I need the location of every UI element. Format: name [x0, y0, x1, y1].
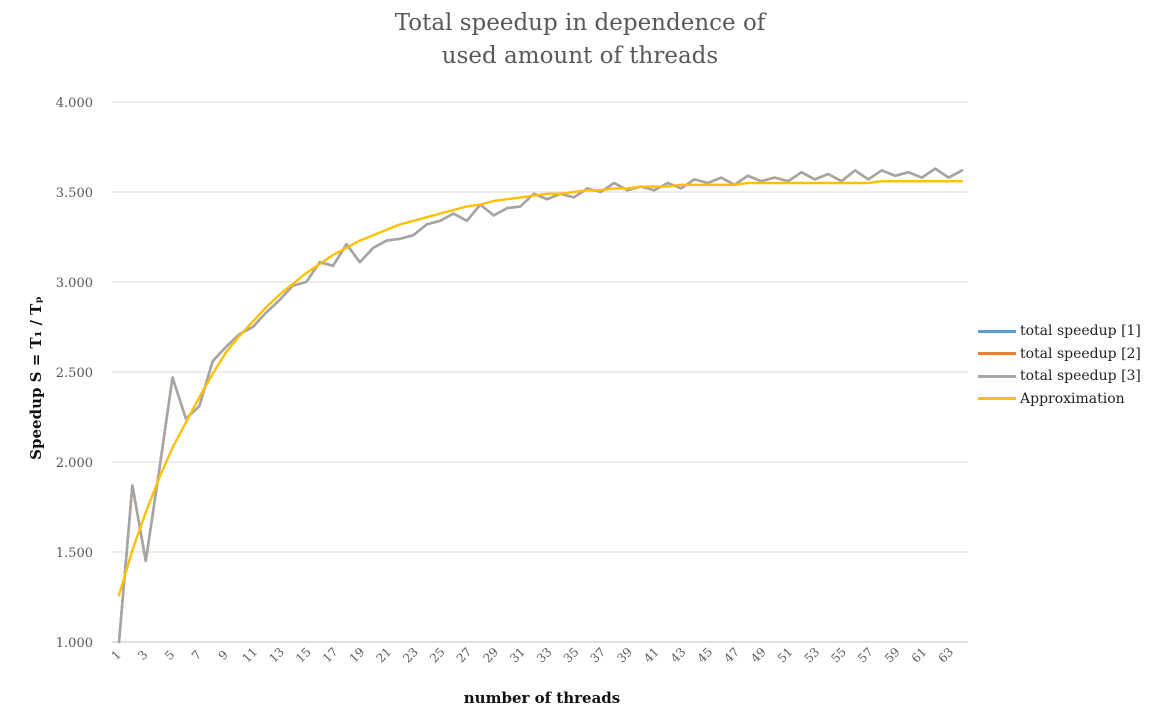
x-tick-label: 27	[454, 645, 475, 666]
legend-swatch-4	[978, 397, 1016, 401]
legend-item-3: total speedup [3]	[978, 365, 1141, 388]
y-tick-label: 1.500	[56, 546, 93, 561]
x-tick-label: 7	[189, 648, 204, 663]
x-tick-label: 53	[802, 645, 823, 666]
x-tick-label: 41	[641, 645, 662, 666]
x-tick-label: 49	[748, 645, 769, 666]
x-tick-label: 29	[480, 645, 501, 666]
legend-item-1: total speedup [1]	[978, 320, 1141, 343]
x-tick-label: 47	[721, 645, 742, 666]
x-tick-label: 15	[293, 645, 314, 666]
x-tick-label: 17	[320, 645, 341, 666]
x-tick-label: 51	[775, 645, 796, 666]
series-line-1	[117, 167, 964, 644]
chart-title-line-2: used amount of threads	[441, 43, 719, 69]
x-tick-label: 37	[588, 645, 609, 666]
x-tick-label: 39	[614, 645, 635, 666]
x-tick-label: 63	[935, 645, 956, 666]
x-tick-label: 43	[668, 645, 689, 666]
x-tick-label: 13	[266, 645, 287, 666]
y-axis-ticks: 1.000 1.500 2.000 2.500 3.000 3.500 4.000	[56, 96, 93, 651]
x-tick-label: 11	[240, 645, 261, 666]
legend: total speedup [1] total speedup [2] tota…	[978, 320, 1141, 410]
y-axis-label: Speedup S = T₁ / Tₚ	[27, 296, 45, 460]
series-line-2	[117, 167, 964, 644]
legend-label-1: total speedup [1]	[1020, 323, 1141, 340]
x-tick-label: 23	[400, 645, 421, 666]
x-tick-label: 3	[135, 648, 150, 663]
y-tick-label: 2.000	[56, 456, 93, 471]
legend-swatch-2	[978, 352, 1016, 356]
x-tick-label: 21	[373, 645, 394, 666]
x-tick-label: 33	[534, 645, 555, 666]
legend-label-4: Approximation	[1020, 390, 1125, 407]
x-tick-label: 45	[695, 645, 716, 666]
y-tick-label: 2.500	[56, 366, 93, 381]
x-tick-label: 55	[828, 645, 849, 666]
x-tick-label: 57	[855, 645, 876, 666]
legend-item-4: Approximation	[978, 388, 1141, 411]
x-tick-label: 31	[507, 645, 528, 666]
x-axis-ticks: 1 3 5 7 9 11 13 15 17 19 21 23 25 27 29 31 33 35 37 39 41 43 4…	[109, 645, 957, 666]
series-lines	[117, 167, 964, 644]
x-tick-label: 1	[109, 648, 124, 663]
legend-swatch-1	[978, 329, 1016, 333]
x-axis-label: number of threads	[463, 689, 621, 707]
y-tick-label: 4.000	[56, 96, 93, 111]
legend-label-3: total speedup [3]	[1020, 368, 1141, 385]
series-line-4	[117, 179, 964, 597]
y-tick-label: 3.000	[56, 276, 93, 291]
x-tick-label: 61	[909, 645, 930, 666]
x-tick-label: 25	[427, 645, 448, 666]
legend-item-2: total speedup [2]	[978, 343, 1141, 366]
x-tick-label: 9	[216, 648, 231, 663]
x-tick-label: 59	[882, 645, 903, 666]
y-tick-label: 1.000	[56, 636, 93, 651]
x-tick-label: 5	[162, 648, 177, 663]
gridlines	[112, 101, 968, 643]
y-tick-label: 3.500	[56, 186, 93, 201]
x-tick-label: 19	[347, 645, 368, 666]
series-line-3	[117, 167, 964, 644]
chart-title-line-1: Total speedup in dependence of	[394, 10, 766, 36]
legend-swatch-3	[978, 374, 1016, 378]
legend-label-2: total speedup [2]	[1020, 345, 1141, 362]
x-tick-label: 35	[561, 645, 582, 666]
